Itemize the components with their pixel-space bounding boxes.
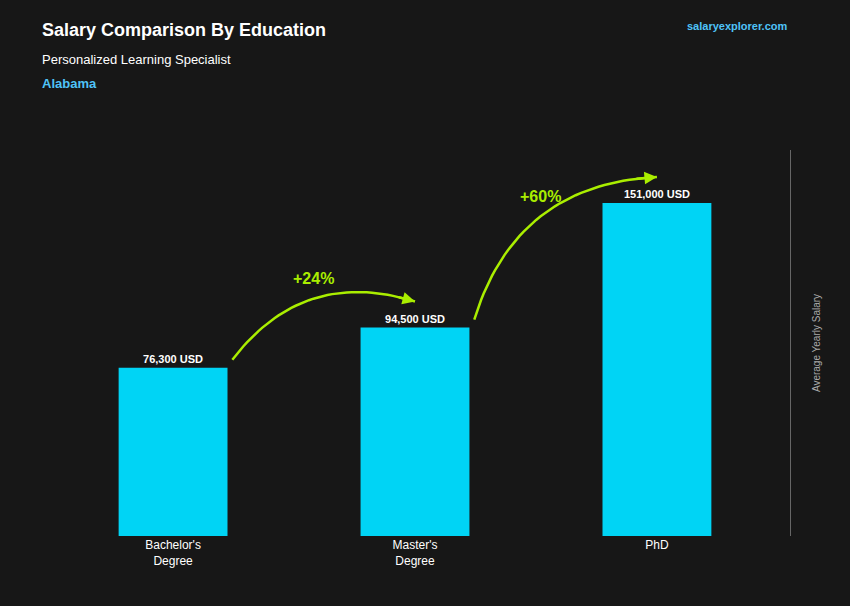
svg-text:Master'sDegree: Master'sDegree xyxy=(393,538,438,568)
svg-text:Alabama: Alabama xyxy=(42,76,97,91)
svg-text:+60%: +60% xyxy=(520,188,561,205)
svg-text:76,300 USD: 76,300 USD xyxy=(143,353,203,365)
svg-text:94,500 USD: 94,500 USD xyxy=(385,313,445,325)
svg-text:Bachelor'sDegree: Bachelor'sDegree xyxy=(145,538,201,568)
svg-text:salaryexplorer.com: salaryexplorer.com xyxy=(687,20,788,32)
svg-text:151,000 USD: 151,000 USD xyxy=(624,188,690,200)
svg-text:Personalized Learning Speciali: Personalized Learning Specialist xyxy=(42,52,231,67)
svg-text:Average Yearly Salary: Average Yearly Salary xyxy=(811,294,822,392)
svg-text:PhD: PhD xyxy=(645,538,669,552)
svg-text:+24%: +24% xyxy=(293,270,334,287)
svg-text:Salary Comparison By Education: Salary Comparison By Education xyxy=(42,20,326,40)
